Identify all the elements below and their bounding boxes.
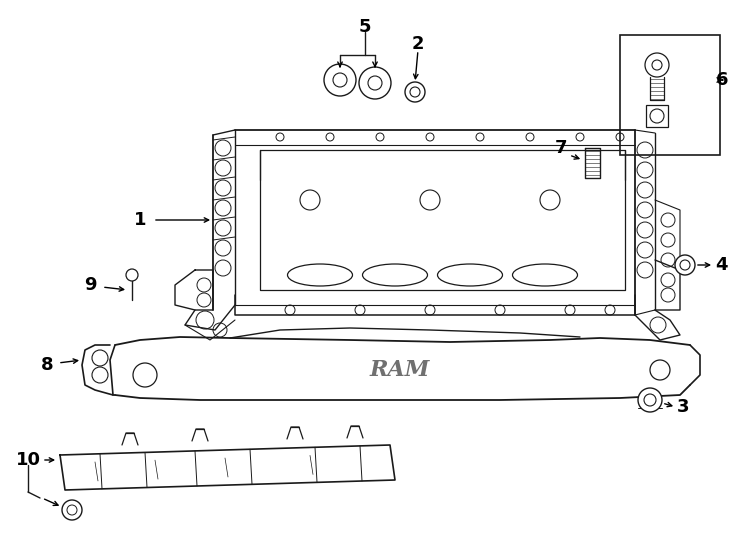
Text: 2: 2	[412, 35, 424, 53]
Text: 1: 1	[134, 211, 146, 229]
Circle shape	[675, 255, 695, 275]
Text: RAM: RAM	[370, 359, 430, 381]
Circle shape	[324, 64, 356, 96]
Text: 7: 7	[554, 139, 567, 157]
Circle shape	[645, 53, 669, 77]
Text: 9: 9	[84, 276, 96, 294]
Circle shape	[359, 67, 391, 99]
Circle shape	[62, 500, 82, 520]
Circle shape	[126, 269, 138, 281]
Text: 5: 5	[359, 18, 371, 36]
Text: 4: 4	[715, 256, 727, 274]
Text: 8: 8	[40, 356, 54, 374]
Text: 3: 3	[677, 398, 689, 416]
Bar	[646, 105, 668, 127]
Text: 10: 10	[15, 451, 40, 469]
Circle shape	[405, 82, 425, 102]
Text: 6: 6	[716, 71, 728, 89]
Circle shape	[638, 388, 662, 412]
Bar	[620, 35, 720, 155]
